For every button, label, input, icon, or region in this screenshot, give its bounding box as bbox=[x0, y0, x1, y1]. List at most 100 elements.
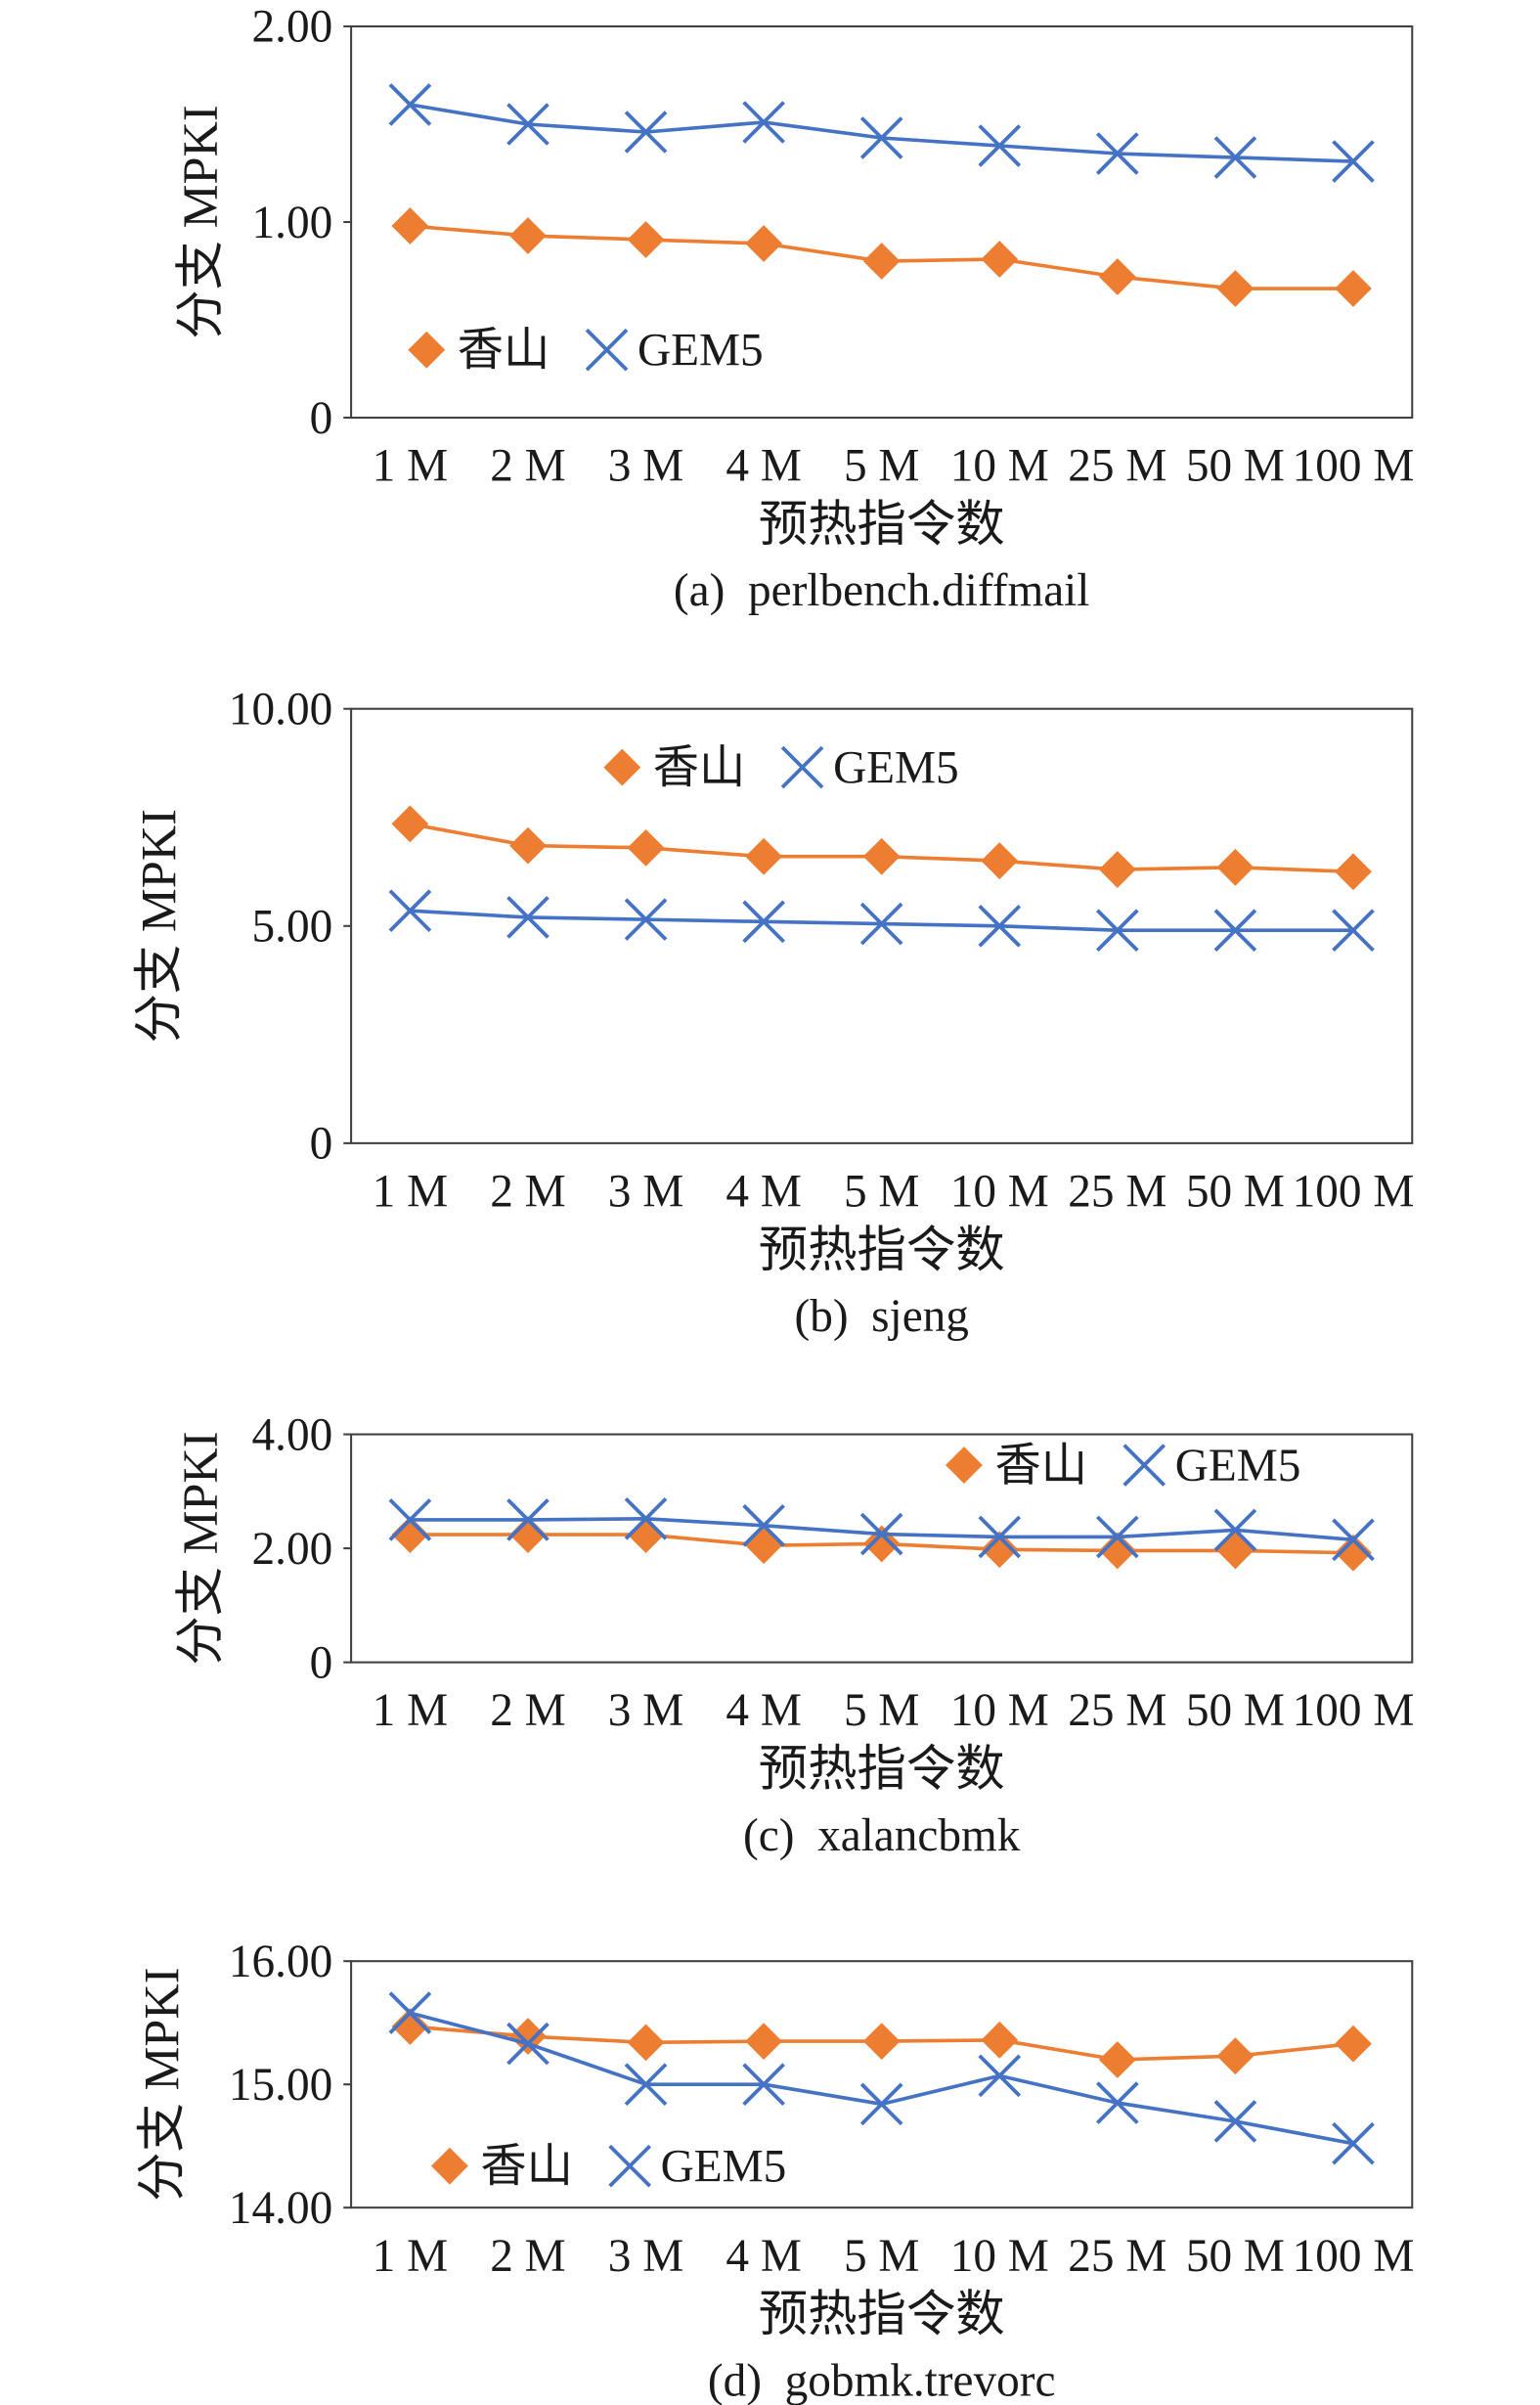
series-x-point bbox=[388, 83, 432, 126]
x-tick-label: 1 M bbox=[373, 441, 448, 492]
y-axis-title: 分支 MPKI bbox=[132, 809, 187, 1043]
x-tick-label: 5 M bbox=[844, 1685, 919, 1736]
series-diamond-point bbox=[981, 241, 1019, 278]
chart-panel-c: 0 2.00 4.00 1 M 2 M 3 M 4 M 5 M 10 M 25 M 50 M 100 … bbox=[173, 1409, 1414, 1861]
series-x-point bbox=[978, 124, 1022, 167]
legend-label: GEM5 bbox=[833, 742, 959, 793]
x-tick-label: 5 M bbox=[844, 2231, 919, 2282]
series-x-point bbox=[624, 1496, 668, 1540]
y-tick-label: 4.00 bbox=[252, 1409, 333, 1460]
series-x-point bbox=[1213, 136, 1257, 179]
series-diamond-point bbox=[862, 837, 901, 875]
legend-diamond-icon bbox=[603, 748, 641, 786]
series-x-point bbox=[506, 2022, 550, 2066]
legend-label: GEM5 bbox=[638, 325, 764, 376]
legend-x-icon bbox=[1122, 1444, 1166, 1487]
series-diamond-point bbox=[391, 805, 429, 843]
series-diamond-point bbox=[862, 2023, 901, 2060]
x-tick-label: 50 M bbox=[1186, 2231, 1285, 2282]
series-diamond-point bbox=[627, 2024, 665, 2062]
chart-panel-d: 14.00 15.00 16.00 1 M 2 M 3 M 4 M 5 M 10 M 25 M 50… bbox=[135, 1937, 1415, 2405]
chart-caption: (d) gobmk.trevorc bbox=[708, 2355, 1056, 2405]
chart-panel-a: 0 1.00 2.00 1 M 2 M 3 M 4 M 5 M 10 M 25 M 50 M 100 … bbox=[173, 2, 1414, 616]
chart-panel-b: 0 5.00 10.00 1 M 2 M 3 M 4 M 5 M 10 M 25 M 50 M 100… bbox=[132, 684, 1415, 1342]
series-diamond-point bbox=[981, 2021, 1019, 2059]
x-tick-label: 3 M bbox=[608, 441, 683, 492]
series-diamond-point bbox=[1098, 258, 1136, 295]
legend-x-icon bbox=[608, 2144, 651, 2188]
x-tick-label: 25 M bbox=[1068, 1685, 1166, 1736]
series-x-point bbox=[506, 103, 550, 146]
series-diamond-point bbox=[1216, 270, 1254, 307]
series-diamond-point bbox=[745, 2023, 783, 2060]
series-diamond-point bbox=[391, 1516, 429, 1554]
series-x-point bbox=[978, 1515, 1022, 1559]
x-tick-label: 50 M bbox=[1186, 1166, 1285, 1217]
chart-caption: (a) perlbench.diffmail bbox=[674, 565, 1090, 616]
x-tick-label: 100 M bbox=[1293, 1685, 1415, 1736]
x-tick-label: 10 M bbox=[950, 1166, 1049, 1217]
series-diamond-point bbox=[1216, 2037, 1254, 2075]
x-axis-title: 预热指令数 bbox=[759, 1223, 1005, 1277]
x-axis-title: 预热指令数 bbox=[759, 497, 1005, 552]
series-x-point bbox=[1096, 2081, 1139, 2124]
series-x-point bbox=[859, 1512, 903, 1556]
y-axis-title: 分支 MPKI bbox=[135, 1967, 190, 2201]
chart-caption: (c) xalancbmk bbox=[743, 1810, 1021, 1861]
x-tick-label: 1 M bbox=[373, 2231, 448, 2282]
y-tick-label: 16.00 bbox=[229, 1937, 332, 1987]
series-diamond-point bbox=[509, 217, 547, 254]
x-tick-label: 5 M bbox=[844, 1166, 919, 1217]
series-x-point bbox=[859, 116, 903, 159]
y-tick-label: 0 bbox=[310, 1637, 333, 1688]
series-x-point bbox=[388, 1991, 432, 2034]
x-tick-label: 10 M bbox=[950, 1685, 1049, 1736]
x-tick-label: 2 M bbox=[490, 1166, 565, 1217]
series-diamond-point bbox=[1098, 2041, 1136, 2078]
series-diamond-point bbox=[509, 826, 547, 865]
legend: 香山 GEM5 bbox=[603, 742, 959, 793]
x-tick-label: 10 M bbox=[950, 2231, 1049, 2282]
series-diamond-point bbox=[627, 1516, 665, 1554]
legend-diamond-icon bbox=[408, 331, 446, 369]
legend-label: GEM5 bbox=[1175, 1441, 1301, 1492]
series-diamond-point bbox=[862, 1525, 901, 1563]
y-tick-label: 15.00 bbox=[229, 2060, 332, 2111]
series-x-point bbox=[1332, 140, 1375, 183]
series-x-point bbox=[742, 900, 785, 944]
legend-label: 香山 bbox=[458, 325, 550, 376]
y-tick-label: 10.00 bbox=[229, 684, 332, 735]
legend-label: GEM5 bbox=[661, 2141, 787, 2192]
series-diamond-point bbox=[627, 221, 665, 258]
series-diamond-point bbox=[981, 842, 1019, 880]
series-x-point bbox=[1213, 909, 1257, 953]
series-x bbox=[388, 1991, 1375, 2165]
series-x-point bbox=[978, 904, 1022, 948]
series-diamond-point bbox=[981, 1531, 1019, 1569]
series-x-line bbox=[410, 103, 1354, 163]
x-tick-label: 25 M bbox=[1068, 2231, 1166, 2282]
x-tick-label: 100 M bbox=[1293, 1166, 1415, 1217]
series-x-point bbox=[624, 111, 668, 154]
y-tick-label: 0 bbox=[310, 1119, 333, 1170]
y-tick-label: 2.00 bbox=[252, 2, 333, 53]
series-x-point bbox=[742, 1503, 785, 1547]
series-x-point bbox=[1096, 909, 1139, 953]
y-tick-label: 5.00 bbox=[252, 902, 333, 953]
x-tick-label: 25 M bbox=[1068, 441, 1166, 492]
x-tick-label: 3 M bbox=[608, 1166, 683, 1217]
x-tick-label: 100 M bbox=[1293, 2231, 1415, 2282]
series-diamond-point bbox=[1216, 1532, 1254, 1570]
series-x-point bbox=[388, 1498, 432, 1541]
series-x-point bbox=[506, 896, 550, 939]
x-axis-title: 预热指令数 bbox=[759, 2287, 1005, 2341]
x-tick-label: 4 M bbox=[726, 441, 801, 492]
y-axis-title: 分支 MPKI bbox=[173, 105, 228, 338]
y-tick-label: 14.00 bbox=[229, 2183, 332, 2234]
series-diamond bbox=[391, 2008, 1372, 2078]
series-x bbox=[388, 83, 1375, 183]
x-tick-label: 4 M bbox=[726, 2231, 801, 2282]
series-x-point bbox=[978, 2054, 1022, 2098]
series-x-point bbox=[624, 2063, 668, 2106]
x-tick-label: 25 M bbox=[1068, 1166, 1166, 1217]
